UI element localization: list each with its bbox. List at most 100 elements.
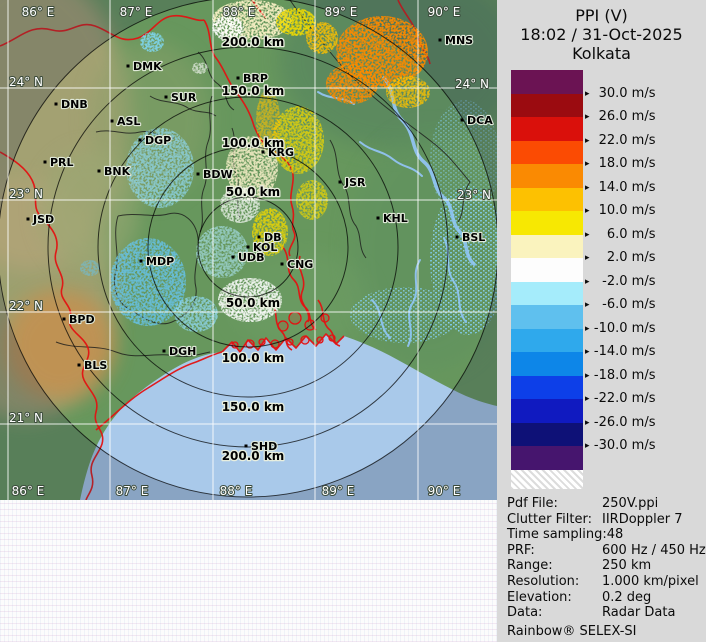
radar-echo bbox=[196, 226, 248, 278]
range-ring-label: 200.0 km bbox=[222, 35, 285, 49]
latitude-label: 24° N bbox=[9, 75, 43, 89]
range-ring-label: 150.0 km bbox=[222, 400, 285, 414]
info-panel: PPI (V) 18:02 / 31-Oct-2025 Kolkata ▸ 30.… bbox=[497, 0, 706, 642]
station-label: KOL bbox=[253, 241, 277, 254]
metadata-label: Clutter Filter: bbox=[507, 511, 592, 527]
wetland-dapple bbox=[430, 100, 500, 220]
station-label: JSD bbox=[32, 213, 54, 226]
colorbar-band bbox=[511, 281, 583, 306]
delta-island-outline bbox=[258, 338, 266, 346]
sea bbox=[80, 334, 497, 500]
range-ring bbox=[97, 96, 399, 398]
state-border bbox=[0, 151, 104, 501]
colorbar-tick: ▸ -2.0 m/s bbox=[585, 274, 655, 289]
longitude-label: 89° E bbox=[325, 5, 358, 19]
district-border bbox=[55, 341, 211, 357]
radar-echo bbox=[212, 16, 244, 40]
colorbar-tick: ▸ -22.0 m/s bbox=[585, 391, 655, 406]
station-dot bbox=[455, 235, 459, 239]
station-label: DCA bbox=[467, 114, 493, 127]
station-dot bbox=[376, 216, 380, 220]
scan-datetime: 18:02 / 31-Oct-2025 bbox=[520, 25, 683, 44]
colorbar-tick: ▸ -6.0 m/s bbox=[585, 297, 655, 312]
tick-unit: m/s bbox=[627, 391, 656, 407]
colorbar-band bbox=[511, 422, 583, 447]
tick-value: -6.0 bbox=[602, 297, 628, 313]
product-title: PPI (V) bbox=[575, 6, 628, 25]
colorbar-band bbox=[511, 93, 583, 118]
district-border bbox=[329, 139, 367, 259]
range-ring-label: 200.0 km bbox=[222, 449, 285, 463]
station-label: KRG bbox=[268, 146, 294, 159]
colorbar-band bbox=[511, 234, 583, 259]
wetland-dapple bbox=[350, 287, 460, 343]
station-label: KHL bbox=[383, 212, 408, 225]
radar-echo bbox=[140, 32, 164, 52]
radar-echo bbox=[126, 128, 194, 208]
tick-arrow-icon: ▸ bbox=[585, 159, 590, 170]
colorbar-band bbox=[511, 305, 583, 329]
range-mask-layer bbox=[0, 0, 499, 500]
tick-unit: m/s bbox=[627, 414, 656, 430]
station-dot bbox=[246, 245, 250, 249]
tick-arrow-icon: ▸ bbox=[585, 323, 590, 334]
colorbar-tick: ▸ 14.0 m/s bbox=[585, 180, 655, 195]
station-label: BRP bbox=[243, 72, 268, 85]
radar-map-canvas: 86° E 87° E 88° E 89° E 90° E 86° E 87° E 88° E… bbox=[0, 0, 520, 501]
metadata-row: Elevation: 0.2 deg bbox=[507, 590, 706, 606]
colorbar-band bbox=[511, 328, 583, 353]
station-label: DB bbox=[264, 231, 282, 244]
radar-echo bbox=[80, 260, 100, 276]
state-border bbox=[317, 299, 341, 347]
state-border bbox=[281, 245, 317, 331]
longitude-label: 87° E bbox=[120, 5, 153, 19]
station-label: ASL bbox=[117, 115, 140, 128]
tick-arrow-icon: ▸ bbox=[585, 88, 590, 99]
range-ring-label: 50.0 km bbox=[226, 185, 280, 199]
state-border bbox=[0, 14, 205, 47]
tick-unit: m/s bbox=[627, 109, 656, 125]
radar-echo bbox=[110, 238, 186, 326]
station-dot bbox=[110, 119, 114, 123]
delta-island-outline bbox=[277, 320, 289, 332]
range-ring-label: 100.0 km bbox=[222, 351, 285, 365]
station-dot bbox=[244, 444, 248, 448]
tick-arrow-icon: ▸ bbox=[585, 347, 590, 358]
district-border bbox=[149, 95, 217, 117]
colorbar-band bbox=[511, 187, 583, 212]
tick-unit: m/s bbox=[627, 320, 656, 336]
metadata-value: 600 Hz / 450 Hz bbox=[602, 542, 706, 558]
tick-arrow-icon: ▸ bbox=[585, 135, 590, 146]
radar-echo-layer bbox=[80, 0, 430, 332]
metadata-label: Resolution: bbox=[507, 573, 580, 589]
station-dot bbox=[196, 172, 200, 176]
colorbar-band bbox=[511, 375, 583, 400]
colorbar-tick: ▸ -18.0 m/s bbox=[585, 368, 655, 383]
radar-echo bbox=[272, 106, 324, 174]
terrain-tint bbox=[5, 290, 115, 400]
tick-unit: m/s bbox=[627, 344, 656, 360]
colorbar-band bbox=[511, 70, 583, 94]
colorbar-tick: ▸ 2.0 m/s bbox=[585, 250, 655, 265]
latitude-label: 21° N bbox=[9, 411, 43, 425]
longitude-label: 90° E bbox=[428, 5, 461, 19]
tick-arrow-icon: ▸ bbox=[585, 182, 590, 193]
radar-echo bbox=[276, 8, 316, 36]
delta-island-outline bbox=[316, 336, 324, 344]
station-label: UDB bbox=[238, 251, 264, 264]
station-dot bbox=[257, 235, 261, 239]
tick-unit: m/s bbox=[627, 132, 656, 148]
tick-unit: m/s bbox=[627, 156, 656, 172]
tick-arrow-icon: ▸ bbox=[585, 253, 590, 264]
tick-value: 18.0 bbox=[598, 156, 628, 172]
station-dot bbox=[138, 138, 142, 142]
colorbar-tick: ▸ 22.0 m/s bbox=[585, 133, 655, 148]
metadata-row: Data: Radar Data bbox=[507, 605, 706, 621]
tick-unit: m/s bbox=[627, 179, 656, 195]
station-label: PRL bbox=[50, 156, 74, 169]
station-label: DMK bbox=[133, 60, 162, 73]
tick-unit: m/s bbox=[627, 438, 656, 454]
colorbar-tick: ▸ 18.0 m/s bbox=[585, 156, 655, 171]
metadata-label: Elevation: bbox=[507, 589, 572, 605]
station-dot bbox=[236, 76, 240, 80]
